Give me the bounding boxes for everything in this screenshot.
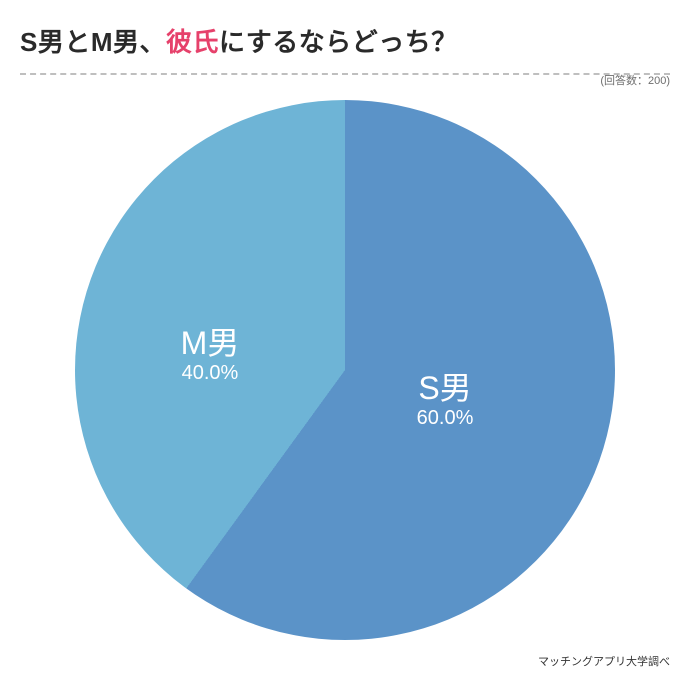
pie-chart — [0, 80, 690, 660]
title-container: S男とM男、彼氏にするならどっち？ — [0, 0, 690, 67]
source-credit: マッチングアプリ大学調べ — [538, 653, 670, 669]
slice-name: M男 — [181, 325, 240, 362]
slice-label-s_otoko: S男60.0% — [417, 370, 474, 430]
slice-name: S男 — [417, 370, 474, 407]
title-segment: 彼氏 — [166, 27, 219, 57]
title-divider — [20, 73, 670, 75]
slice-label-m_otoko: M男40.0% — [181, 325, 240, 385]
pie-body — [75, 100, 615, 640]
title-segment: S男とM男、 — [20, 27, 166, 57]
slice-percent: 60.0% — [417, 407, 474, 430]
title-segment: にするならどっち？ — [219, 27, 458, 57]
slice-percent: 40.0% — [181, 362, 240, 385]
chart-title: S男とM男、彼氏にするならどっち？ — [20, 22, 670, 59]
